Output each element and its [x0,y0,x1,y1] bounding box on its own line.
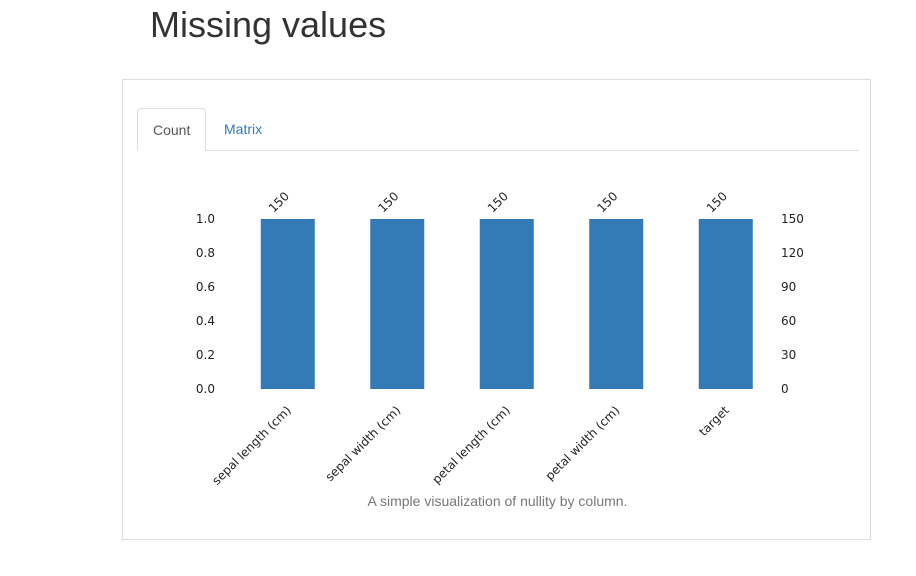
y2-tick-label: 60 [781,314,796,328]
y2-tick-label: 90 [781,280,796,294]
y2-tick-label: 0 [781,382,789,396]
bar-data-label: 150 [594,189,620,215]
page-title: Missing values [150,4,387,45]
x-tick-label: petal width (cm) [543,403,623,483]
bar-data-label: 150 [485,189,511,215]
y2-tick-label: 120 [781,246,804,260]
x-tick-label: petal length (cm) [429,403,512,486]
y-tick-label: 0.4 [196,314,215,328]
bar [370,219,425,389]
nullity-count-bar-chart: 0.0 0.2 0.4 0.6 0.8 1.0 0 30 60 90 120 150 150 sepal … [196,189,804,488]
missing-values-panel: Count Matrix 0.0 0.2 0.4 0.6 0.8 1.0 0 30 60 90 12… [122,79,871,540]
y-tick-label: 1.0 [196,212,215,226]
x-tick-label: target [696,403,732,439]
y2-tick-label: 150 [781,212,804,226]
x-tick-label: sepal length (cm) [209,403,293,487]
y-tick-label: 0.2 [196,348,215,362]
bar [260,219,315,389]
tab-bar: Count Matrix [137,108,859,151]
tab-count[interactable]: Count [137,108,207,151]
y-tick-label: 0.8 [196,246,215,260]
bar-data-label: 150 [266,189,292,215]
bar-data-label: 150 [704,189,730,215]
bar [698,219,753,389]
y2-tick-label: 30 [781,348,796,362]
y-tick-label: 0.6 [196,280,215,294]
tab-matrix[interactable]: Matrix [224,121,263,137]
x-tick-label: sepal width (cm) [323,403,404,484]
bar-data-label: 150 [375,189,401,215]
chart-caption: A simple visualization of nullity by col… [367,493,628,509]
bar [479,219,534,389]
bar [589,219,644,389]
y-tick-label: 0.0 [196,382,215,396]
